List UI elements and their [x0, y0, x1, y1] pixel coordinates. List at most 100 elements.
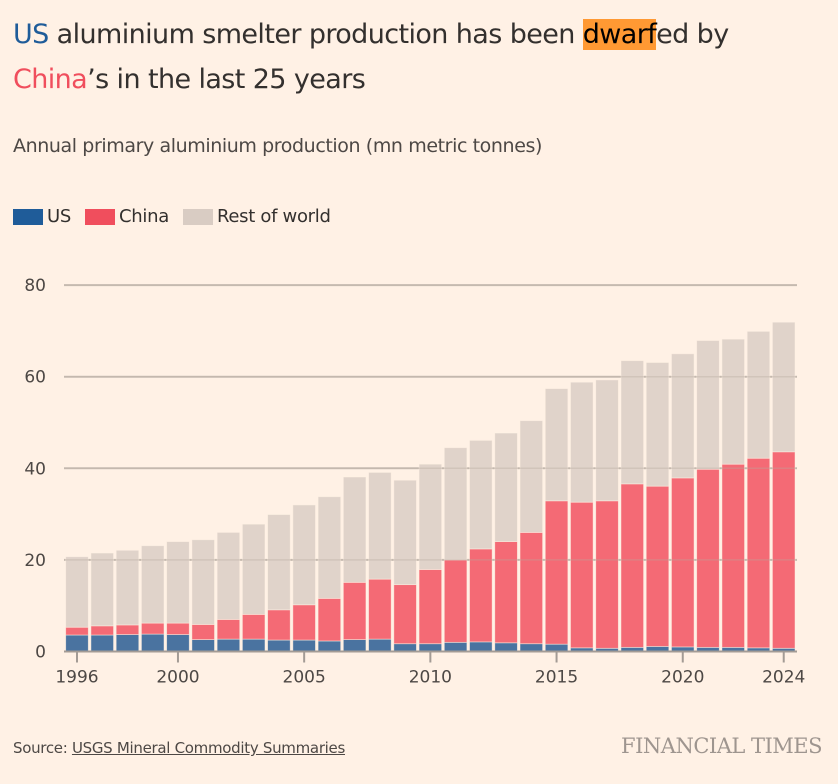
- bar-rest-of-world: [241, 523, 266, 615]
- bar-china: [671, 477, 695, 648]
- bar-stack-2000: [166, 541, 190, 652]
- y-tick-label: 40: [24, 459, 46, 479]
- headline-us-word: US: [13, 19, 49, 50]
- x-tick-label: 2000: [156, 668, 199, 688]
- bar-china: [418, 569, 443, 645]
- bar-china: [443, 559, 468, 643]
- bar-stack-2010: [418, 463, 443, 652]
- bar-us: [393, 643, 417, 652]
- bar-us: [469, 641, 493, 652]
- bar-stack-2001: [191, 539, 215, 652]
- bar-rest-of-world: [443, 447, 468, 561]
- bar-stack-2002: [216, 532, 241, 652]
- bar-rest-of-world: [166, 541, 190, 624]
- bar-stack-1998: [115, 549, 140, 652]
- bar-rest-of-world: [595, 379, 619, 502]
- bar-rest-of-world: [620, 360, 644, 485]
- bar-stack-2004: [267, 514, 291, 652]
- bar-rest-of-world: [721, 338, 745, 465]
- bar-rest-of-world: [65, 556, 89, 628]
- bar-rest-of-world: [342, 476, 367, 583]
- chart-subtitle: Annual primary aluminium production (mn …: [13, 135, 542, 157]
- x-tick-label: 2020: [661, 668, 704, 688]
- legend-label-china: China: [119, 206, 169, 227]
- bar-stack-2003: [241, 523, 266, 652]
- bar-china: [317, 597, 342, 642]
- bar-us: [216, 638, 241, 652]
- legend: US China Rest of world: [13, 206, 345, 227]
- bar-stack-2022: [721, 338, 745, 652]
- legend-swatch-china: [85, 208, 116, 225]
- bar-china: [494, 541, 518, 644]
- bar-us: [191, 639, 215, 652]
- chart-headline: US aluminium smelter production has been…: [13, 12, 823, 102]
- headline-text-2: ed by: [656, 19, 729, 50]
- legend-swatch-us: [13, 208, 43, 225]
- legend-label-us: US: [47, 206, 72, 227]
- y-axis-labels: 0 20 40 60 80: [24, 276, 46, 662]
- bar-stack-2007: [342, 476, 367, 652]
- bar-us: [418, 643, 443, 652]
- bar-rest-of-world: [494, 432, 518, 542]
- bar-stack-1996: [65, 556, 89, 652]
- bar-china: [342, 581, 367, 640]
- bar-rest-of-world: [418, 463, 443, 570]
- bar-us: [292, 639, 316, 652]
- bar-rest-of-world: [368, 472, 392, 580]
- bar-rest-of-world: [645, 362, 670, 487]
- bar-stack-2017: [595, 379, 619, 652]
- bar-china: [115, 624, 140, 635]
- headline-text-1: aluminium smelter production has been: [48, 19, 583, 50]
- bar-stack-2018: [620, 360, 644, 652]
- bar-stack-2024: [772, 321, 796, 652]
- y-tick-label: 60: [24, 368, 46, 388]
- bar-china: [267, 609, 291, 641]
- legend-item-us: US: [13, 206, 71, 227]
- bar-rest-of-world: [671, 353, 695, 479]
- bar-stack-2012: [469, 439, 493, 652]
- bar-rest-of-world: [141, 545, 165, 624]
- bar-stack-2008: [368, 472, 392, 652]
- bars: [64, 284, 797, 652]
- bar-china: [393, 584, 417, 645]
- bar-stack-2015: [544, 388, 569, 652]
- bar-china: [645, 485, 670, 647]
- ft-logo: FINANCIAL TIMES: [621, 734, 822, 758]
- bar-stack-1999: [141, 545, 165, 652]
- bar-rest-of-world: [772, 321, 796, 453]
- bar-china: [216, 619, 241, 640]
- x-tick-label: 2010: [409, 668, 452, 688]
- bar-china: [595, 500, 619, 649]
- bar-china: [292, 604, 316, 641]
- bar-us: [90, 634, 114, 652]
- bar-china: [368, 578, 392, 640]
- bar-rest-of-world: [115, 549, 140, 626]
- bar-stack-1997: [90, 552, 114, 652]
- bar-us: [544, 643, 569, 652]
- bar-rest-of-world: [317, 496, 342, 599]
- bar-us: [115, 634, 140, 652]
- bar-china: [519, 532, 544, 645]
- source-link[interactable]: USGS Mineral Commodity Summaries: [71, 739, 345, 757]
- bar-stack-2023: [746, 330, 771, 652]
- bar-us: [443, 641, 468, 652]
- legend-item-china: China: [85, 206, 169, 227]
- headline-china-word: China: [13, 64, 88, 95]
- headline-text-3: ’s in the last 25 years: [87, 64, 366, 95]
- bar-china: [570, 501, 594, 649]
- bar-us: [241, 638, 266, 652]
- bar-china: [746, 457, 771, 649]
- bar-china: [696, 468, 720, 648]
- bar-rest-of-world: [216, 532, 241, 620]
- bar-china: [141, 622, 165, 635]
- bar-china: [241, 614, 266, 640]
- bar-china: [469, 548, 493, 643]
- bar-stack-2005: [292, 504, 316, 652]
- bar-stack-2011: [443, 447, 468, 652]
- bar-rest-of-world: [544, 388, 569, 502]
- bar-china: [721, 463, 745, 648]
- headline-highlight: dwarf: [582, 19, 657, 50]
- bar-us: [494, 642, 518, 652]
- bar-us: [317, 640, 342, 652]
- bar-rest-of-world: [519, 420, 544, 533]
